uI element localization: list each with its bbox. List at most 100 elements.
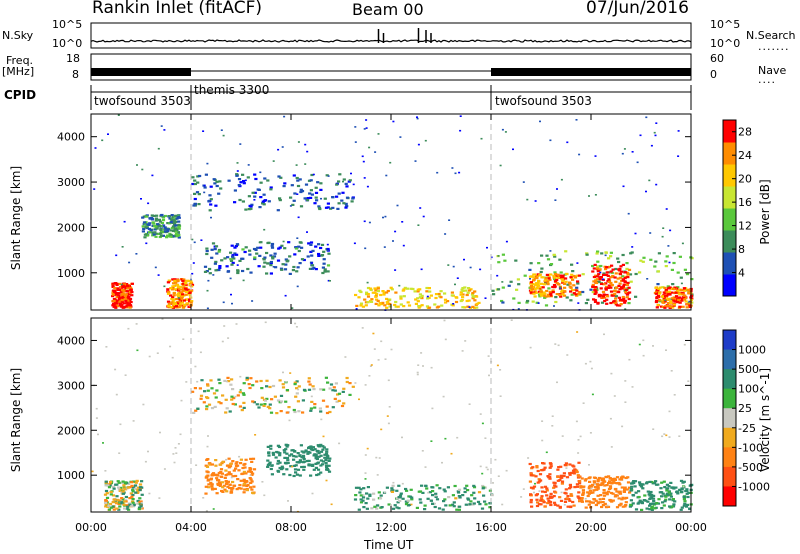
- echo-cell: [403, 286, 407, 289]
- noise-cell: [442, 395, 445, 398]
- echo-cell: [253, 191, 257, 194]
- echo-cell: [153, 231, 157, 234]
- echo-cell: [679, 479, 684, 482]
- echo-cell: [152, 225, 156, 228]
- echo-cell: [282, 185, 286, 188]
- echo-cell: [568, 473, 572, 476]
- noise-cell: [212, 274, 215, 276]
- echo-cell: [530, 275, 534, 278]
- echo-cell: [657, 287, 661, 290]
- echo-cell: [197, 193, 201, 196]
- echo-cell: [192, 204, 196, 207]
- echo-cell: [219, 463, 223, 466]
- echo-cell: [231, 475, 235, 478]
- echo-cell: [467, 299, 471, 302]
- echo-cell: [191, 182, 195, 186]
- echo-cell: [622, 283, 626, 286]
- echo-cell: [323, 456, 327, 459]
- noise-cell: [497, 475, 500, 477]
- cpid-segment-label-2: themis 3300: [194, 83, 270, 97]
- echo-cell: [615, 286, 619, 289]
- echo-cell: [534, 494, 538, 497]
- echo-cell: [233, 252, 237, 255]
- echo-cell: [464, 289, 468, 292]
- echo-cell: [227, 471, 231, 474]
- echo-cell: [561, 274, 565, 277]
- echo-cell: [219, 187, 223, 190]
- echo-cell: [113, 286, 117, 290]
- echo-cell: [472, 486, 477, 489]
- noise-cell: [194, 365, 197, 368]
- noise-cell: [384, 358, 387, 360]
- echo-cell: [594, 485, 598, 489]
- echo-cell: [558, 496, 562, 499]
- noise-cell: [102, 442, 104, 444]
- echo-cell: [607, 490, 611, 493]
- noise-cell: [234, 395, 237, 398]
- echo-cell: [580, 499, 584, 502]
- noise-cell: [604, 254, 607, 257]
- echo-cell: [271, 453, 276, 456]
- echo-cell: [130, 294, 134, 297]
- echo-cell: [622, 287, 626, 290]
- echo-cell: [196, 407, 200, 410]
- echo-cell: [172, 282, 176, 285]
- echo-cell: [241, 269, 245, 273]
- echo-cell: [275, 412, 279, 415]
- echo-cell: [575, 471, 579, 474]
- noise-cell: [610, 446, 613, 448]
- echo-cell: [295, 392, 299, 395]
- echo-cell: [278, 466, 282, 470]
- echo-cell: [260, 387, 264, 390]
- echo-cell: [175, 297, 179, 301]
- echo-cell: [167, 290, 171, 294]
- echo-cell: [553, 278, 557, 281]
- noise-cell: [362, 160, 365, 163]
- echo-cell: [208, 209, 212, 212]
- echo-cell: [154, 235, 158, 238]
- echo-cell: [120, 297, 124, 300]
- echo-cell: [331, 196, 335, 199]
- echo-cell: [246, 483, 250, 486]
- echo-cell: [414, 302, 418, 305]
- echo-cell: [124, 305, 128, 308]
- echo-cell: [241, 200, 245, 203]
- echo-cell: [681, 305, 685, 308]
- echo-cell: [375, 292, 379, 296]
- echo-cell: [211, 488, 215, 491]
- echo-cell: [473, 290, 477, 293]
- echo-cell: [529, 498, 533, 502]
- echo-cell: [176, 215, 181, 218]
- noise-cell: [566, 141, 569, 144]
- noise-cell: [191, 238, 194, 241]
- echo-cell: [111, 291, 115, 295]
- noise-cell: [253, 199, 256, 201]
- noise-cell: [242, 279, 245, 282]
- echo-cell: [298, 262, 302, 265]
- echo-cell: [529, 284, 534, 288]
- echo-cell: [376, 290, 380, 293]
- echo-cell: [545, 289, 549, 293]
- echo-cell: [332, 386, 336, 389]
- echo-cell: [223, 379, 227, 382]
- echo-cell: [310, 267, 315, 270]
- echo-cell: [573, 486, 577, 489]
- echo-cell: [235, 461, 239, 464]
- echo-cell: [548, 290, 552, 293]
- power-cbar-cell: [723, 208, 736, 231]
- echo-cell: [150, 214, 154, 217]
- noise-cell: [203, 191, 206, 194]
- echo-cell: [283, 451, 287, 454]
- echo-cell: [648, 504, 652, 507]
- echo-cell: [393, 303, 397, 307]
- noise-cell: [631, 386, 634, 388]
- noise-cell: [551, 425, 554, 427]
- echo-cell: [471, 305, 475, 308]
- echo-cell: [136, 502, 140, 505]
- echo-cell: [604, 288, 608, 291]
- echo-cell: [470, 293, 475, 296]
- noise-cell: [320, 197, 322, 200]
- echo-cell: [301, 454, 306, 457]
- echo-cell: [209, 379, 213, 382]
- echo-cell: [117, 297, 122, 300]
